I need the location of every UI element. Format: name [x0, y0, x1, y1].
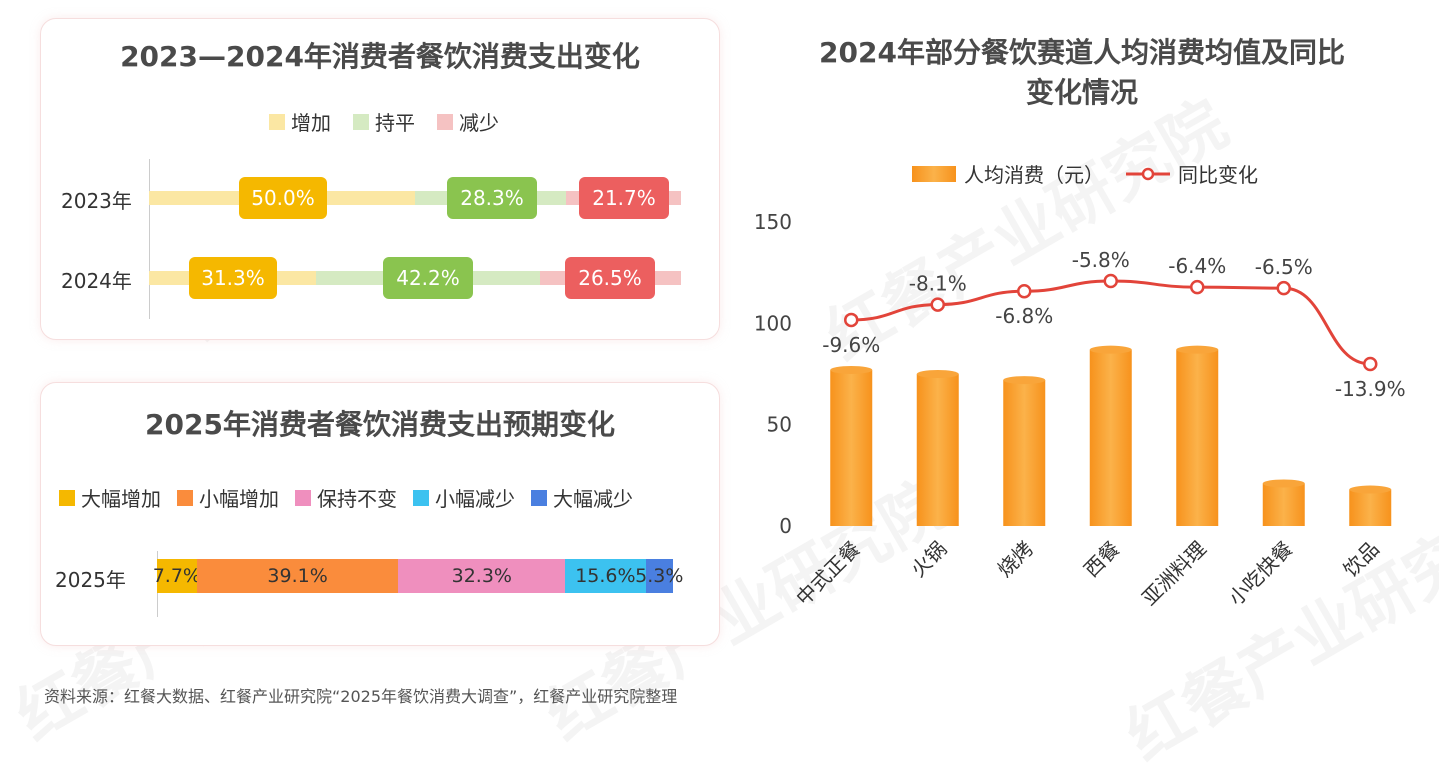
row-label-2025: 2025年 [55, 568, 126, 592]
bar-cap [1003, 376, 1046, 385]
x-tick-label: 小吃快餐 [1224, 537, 1298, 611]
pill-2024-increase: 31.3% [189, 257, 277, 299]
legend-label: 持平 [375, 111, 415, 135]
yoy-point [1190, 279, 1205, 295]
panel1-axis [149, 159, 150, 319]
x-tick-label: 中式正餐 [791, 537, 865, 611]
bar-cap [1089, 345, 1132, 354]
legend-item: 大幅增加 [59, 483, 161, 512]
bar-cap [916, 370, 959, 378]
pill-2024-flat: 42.2% [383, 257, 473, 299]
legend-item-flat: 持平 [353, 107, 415, 136]
bar-segment: 32.3% [398, 559, 566, 593]
bar-cap [830, 365, 873, 374]
chart-title-line2: 变化情况 [1026, 76, 1138, 109]
legend-label: 减少 [459, 111, 499, 135]
yoy-point [1017, 283, 1032, 299]
yoy-point [930, 297, 945, 312]
yoy-point [1363, 356, 1378, 372]
x-tick-label: 火锅 [906, 537, 951, 582]
bar [830, 369, 873, 526]
legend-swatch [353, 113, 369, 130]
y-tick-label: 50 [767, 413, 792, 437]
yoy-label: -13.9% [1335, 377, 1406, 401]
legend-label: 增加 [291, 111, 331, 135]
y-tick-label: 100 [754, 311, 792, 335]
bar [1003, 380, 1046, 526]
panel2-legend: 大幅增加 小幅增加 保持不变 小幅减少 大幅减少 [59, 483, 649, 512]
bar-cap [1176, 345, 1219, 354]
expected-change-panel: 2025年消费者餐饮消费支出预期变化 大幅增加 小幅增加 保持不变 小幅减少 大幅减少 … [40, 382, 720, 646]
bar-segment: 5.3% [635, 559, 683, 593]
legend-swatch [59, 489, 75, 506]
legend-label: 小幅减少 [435, 487, 515, 511]
bar-segment: 15.6% [565, 559, 646, 593]
legend-swatch [413, 489, 429, 506]
legend-swatch [531, 489, 547, 506]
yoy-point [1276, 280, 1291, 296]
pill-2023-flat: 28.3% [447, 177, 537, 219]
legend-label: 大幅增加 [81, 487, 161, 511]
category-spending-chart: 2024年部分餐饮赛道人均消费均值及同比 变化情况 人均消费（元） 同比变化 0… [754, 36, 1406, 611]
yoy-point [844, 312, 859, 328]
yoy-label: -6.5% [1255, 255, 1313, 279]
legend-swatch [269, 113, 285, 130]
row-label-2024: 2024年 [61, 269, 132, 293]
x-tick-label: 亚洲料理 [1137, 537, 1211, 611]
x-tick-label: 西餐 [1079, 537, 1124, 582]
bar-cap [1262, 479, 1305, 488]
yoy-label: -6.8% [995, 304, 1053, 328]
yoy-points: -9.6% -8.1% -6.8% -5.8% -6.4% -6.5% -13.9% [822, 248, 1405, 401]
y-tick-label: 0 [779, 514, 792, 538]
y-tick-label: 150 [754, 210, 792, 234]
yoy-label: -9.6% [822, 333, 880, 357]
yoy-label: -8.1% [909, 272, 967, 296]
panel1-title: 2023—2024年消费者餐饮消费支出变化 [120, 40, 640, 73]
pill-2023-decrease: 21.7% [579, 177, 669, 219]
chart-title-line1: 2024年部分餐饮赛道人均消费均值及同比 [819, 36, 1345, 69]
row-label-2023: 2023年 [61, 189, 132, 213]
bar [1349, 489, 1392, 526]
bar-cap [1349, 485, 1392, 494]
legend-item-increase: 增加 [269, 107, 331, 136]
x-tick-label: 烧烤 [993, 537, 1038, 582]
legend-label: 保持不变 [317, 487, 397, 511]
y-axis: 0 50 100 150 [754, 210, 792, 538]
yoy-point [1103, 273, 1118, 289]
legend-bar-label: 人均消费（元） [964, 163, 1104, 187]
legend-item: 大幅减少 [531, 483, 633, 512]
legend-bar-swatch [912, 166, 956, 182]
bar [1176, 349, 1219, 526]
legend-swatch [437, 113, 453, 130]
pill-2024-decrease: 26.5% [565, 257, 655, 299]
spending-change-panel: 2023—2024年消费者餐饮消费支出变化 增加 持平 减少 2023年 50.… [40, 18, 720, 340]
bars [830, 345, 1392, 526]
legend-swatch [177, 489, 193, 506]
bar [1262, 483, 1305, 526]
bar-segment: 39.1% [196, 559, 399, 593]
panel2-title: 2025年消费者餐饮消费支出预期变化 [145, 408, 615, 441]
x-axis-labels: 中式正餐 火锅 烧烤 西餐 亚洲料理 小吃快餐 饮品 [791, 537, 1384, 611]
yoy-label: -6.4% [1168, 254, 1226, 278]
pill-2023-increase: 50.0% [239, 177, 327, 219]
source-footnote: 资料来源：红餐大数据、红餐产业研究院“2025年餐饮消费大调查”，红餐产业研究院… [44, 687, 678, 706]
stacked-bar-2025: 7.7% 39.1% 32.3% 15.6% 5.3% [153, 559, 683, 593]
legend-label: 大幅减少 [553, 487, 633, 511]
legend-item: 保持不变 [295, 483, 397, 512]
legend-swatch [295, 489, 311, 506]
legend-line-marker [1141, 167, 1155, 181]
legend-item-decrease: 减少 [437, 107, 499, 136]
panel1-legend: 增加 持平 减少 [269, 107, 521, 136]
yoy-label: -5.8% [1072, 248, 1130, 272]
bar-segment: 7.7% [153, 559, 201, 593]
bar [916, 374, 959, 526]
bar [1089, 349, 1132, 526]
legend-item: 小幅减少 [413, 483, 515, 512]
legend-line-label: 同比变化 [1178, 163, 1258, 187]
legend-label: 小幅增加 [199, 487, 279, 511]
x-tick-label: 饮品 [1339, 537, 1384, 582]
legend-item: 小幅增加 [177, 483, 279, 512]
